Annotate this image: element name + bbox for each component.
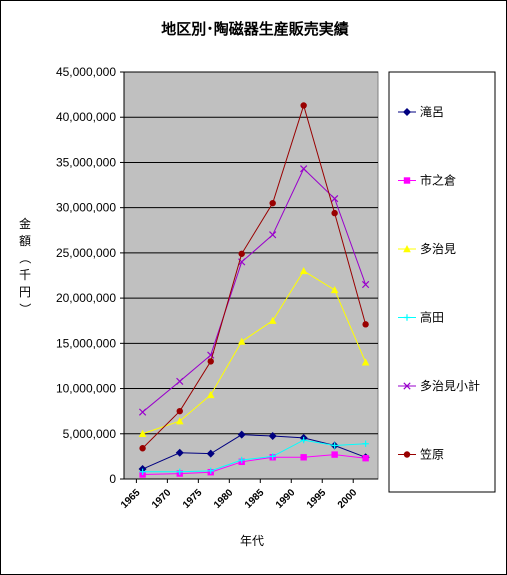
- data-point: [139, 445, 146, 452]
- y-tick-label: 20,000,000: [56, 291, 116, 305]
- data-point: [331, 451, 338, 458]
- legend-marker: [403, 108, 411, 116]
- data-point: [330, 285, 339, 294]
- legend-marker: [403, 177, 411, 184]
- legend-item: 多治見: [398, 242, 456, 256]
- y-tick-label: 40,000,000: [56, 110, 116, 124]
- gridlines: [123, 71, 378, 480]
- data-point: [331, 442, 338, 449]
- series-layer: [138, 102, 370, 478]
- data-point: [361, 358, 370, 366]
- legend-marker: [403, 382, 411, 390]
- series-line: [142, 439, 366, 473]
- data-point: [139, 468, 146, 475]
- legend-item: 市之倉: [398, 173, 456, 188]
- data-point: [207, 467, 214, 475]
- data-point: [269, 199, 276, 207]
- data-point: [238, 456, 245, 464]
- data-point: [362, 454, 369, 462]
- x-tick-label: 2000: [336, 487, 360, 511]
- data-point: [138, 429, 147, 437]
- y-tick-label: 10,000,000: [56, 382, 116, 396]
- data-point: [176, 468, 183, 475]
- data-point: [269, 231, 277, 239]
- data-point: [237, 430, 246, 439]
- y-tick-label: 25,000,000: [56, 246, 116, 260]
- legend-marker: [403, 245, 411, 253]
- x-tick-label: 1995: [305, 487, 329, 511]
- data-point: [300, 436, 307, 444]
- legend-marker: [403, 451, 411, 458]
- y-tick-label: 0: [109, 472, 116, 486]
- y-axis-label-char: 額: [19, 234, 31, 248]
- x-tick-label: 1990: [274, 487, 298, 511]
- x-axis-label: 年代: [240, 534, 264, 548]
- legend-label: 笠原: [420, 447, 444, 462]
- plot-area: [123, 71, 379, 480]
- chart-title: 地区別･陶磁器生産販売実績: [161, 20, 349, 38]
- data-point: [300, 454, 307, 461]
- legend-label: 滝呂: [420, 105, 444, 119]
- series-3: [138, 266, 370, 437]
- legend-label: 高田: [420, 310, 444, 325]
- legend-item: 多治見小計: [398, 378, 480, 393]
- data-point: [268, 432, 277, 441]
- legend-marker: [403, 314, 411, 321]
- y-tick-label: 45,000,000: [56, 65, 116, 79]
- legend-item: 滝呂: [398, 105, 444, 119]
- y-axis-label-char: 円: [19, 285, 31, 299]
- y-tick-label: 15,000,000: [56, 336, 116, 350]
- data-point: [138, 408, 147, 416]
- x-tick-label: 1975: [181, 487, 205, 511]
- data-point: [175, 417, 184, 425]
- x-axis-ticks: 1965 1970 1975 1980 1985 1990 1995 2000: [119, 479, 360, 511]
- data-point: [331, 209, 338, 217]
- data-point: [269, 453, 276, 460]
- x-tick-label: 1965: [119, 487, 143, 511]
- data-point: [176, 377, 184, 385]
- legend-item: 高田: [398, 310, 444, 325]
- data-point: [299, 266, 308, 275]
- y-tick-label: 30,000,000: [56, 201, 116, 215]
- y-axis-label-char: 千: [19, 268, 31, 282]
- data-point: [206, 449, 215, 458]
- y-axis-label-char: ）: [18, 303, 32, 315]
- y-axis-label-char: 金: [19, 216, 31, 231]
- y-axis-ticks: 0 5,000,000 10,000,000 15,000,000 20,000,000…: [56, 65, 124, 486]
- data-point: [175, 448, 184, 457]
- series-6: [139, 102, 369, 452]
- legend-label: 多治見小計: [420, 378, 480, 393]
- legend: [388, 71, 496, 493]
- series-line: [142, 270, 367, 435]
- y-axis-label: 金額 （ 千円 ）: [18, 216, 32, 315]
- x-tick-label: 1980: [212, 487, 236, 511]
- series-line: [142, 103, 367, 449]
- data-point: [331, 194, 339, 203]
- data-point: [176, 407, 183, 415]
- data-point: [238, 250, 245, 257]
- series-line: [142, 454, 366, 475]
- legend-label: 市之倉: [420, 173, 456, 188]
- series-4: [139, 436, 369, 475]
- legend-item: 笠原: [398, 447, 444, 462]
- data-point: [300, 165, 308, 173]
- x-tick-label: 1970: [150, 487, 174, 511]
- data-point: [361, 280, 370, 289]
- data-point: [362, 321, 369, 328]
- data-point: [268, 316, 277, 324]
- data-point: [206, 390, 215, 399]
- data-point: [207, 358, 214, 365]
- data-point: [362, 440, 369, 447]
- legend-label: 多治見: [420, 242, 456, 256]
- y-tick-label: 5,000,000: [63, 427, 117, 441]
- y-tick-label: 35,000,000: [56, 155, 116, 169]
- x-tick-label: 1985: [243, 487, 267, 511]
- data-point: [300, 102, 307, 109]
- data-point: [237, 337, 246, 345]
- y-axis-label-char: （: [18, 252, 32, 264]
